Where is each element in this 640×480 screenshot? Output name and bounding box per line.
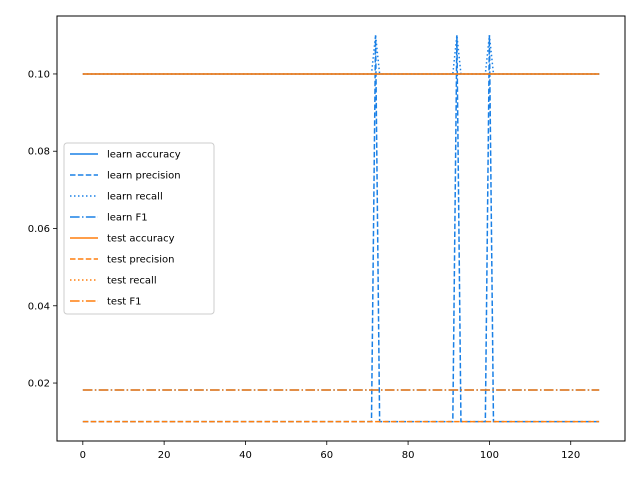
series-lines — [82, 35, 600, 423]
y-tick-label: 0.06 — [28, 224, 50, 235]
x-tick-label: 20 — [158, 450, 171, 461]
x-tick-label: 60 — [320, 450, 333, 461]
y-tick-label: 0.04 — [28, 301, 50, 312]
x-tick-label: 40 — [239, 450, 252, 461]
legend-label: learn accuracy — [107, 150, 181, 161]
legend-label: test recall — [107, 276, 157, 287]
legend-label: test F1 — [107, 297, 142, 308]
x-tick-label: 120 — [561, 450, 580, 461]
x-tick-label: 80 — [402, 450, 415, 461]
x-tick-label: 100 — [480, 450, 499, 461]
legend-label: learn recall — [107, 192, 163, 203]
legend-box — [63, 142, 215, 315]
legend: learn accuracy learn precision learn recal… — [63, 142, 215, 315]
x-tick-label: 0 — [80, 450, 86, 461]
y-tick-label: 0.02 — [28, 379, 50, 390]
series-line-learn-precision — [82, 35, 600, 423]
y-tick-label: 0.10 — [28, 69, 50, 80]
y-axis: 0.02 0.04 0.06 0.08 0.10 — [28, 69, 57, 390]
legend-label: learn precision — [107, 171, 181, 182]
legend-label: learn F1 — [107, 213, 148, 224]
legend-label: test precision — [107, 255, 175, 266]
series-line-learn-recall — [82, 35, 600, 75]
y-tick-label: 0.08 — [28, 147, 50, 158]
legend-label: test accuracy — [107, 234, 175, 245]
x-axis: 0 20 40 60 80 100 120 — [80, 441, 580, 461]
